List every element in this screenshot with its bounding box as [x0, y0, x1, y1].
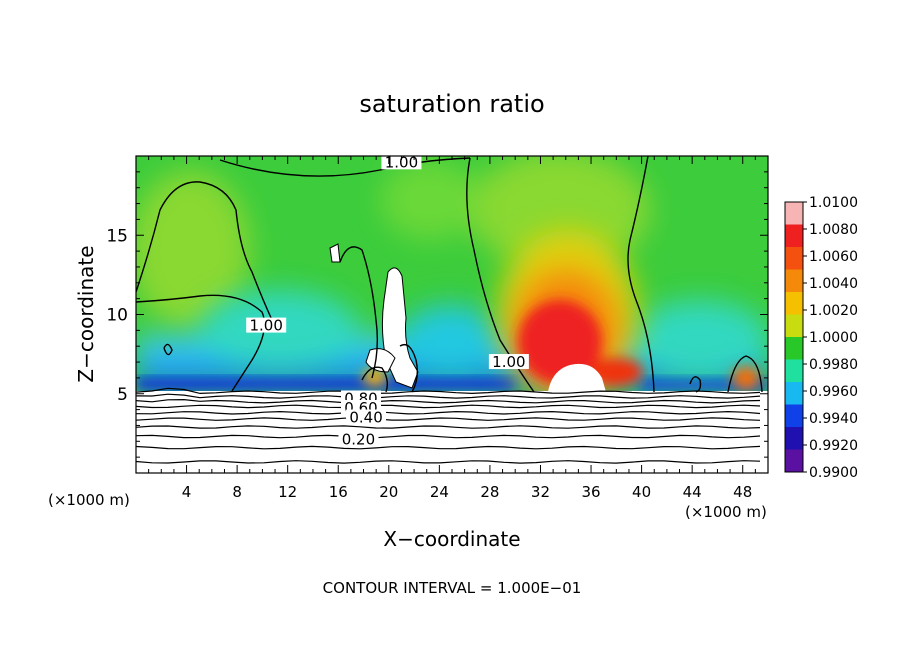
colorbar-swatch: [785, 404, 803, 428]
light-green-region-2: [470, 156, 650, 270]
subsaturated-layer: [136, 391, 768, 473]
lower-contour-line: [136, 387, 761, 395]
colorbar-label: 1.0080: [809, 222, 858, 238]
cyan-region-mid: [400, 305, 500, 375]
y-tick-label: 5: [117, 385, 128, 405]
plume-core-white: [548, 363, 606, 392]
contour-label-bg: [488, 354, 529, 370]
x-axis-label: X−coordinate: [383, 527, 520, 551]
colorbar-swatch: [785, 449, 803, 473]
y-tick-label: 15: [106, 226, 128, 246]
contour-1-cloud: [339, 246, 379, 379]
colorbar-label: 0.9920: [809, 438, 858, 454]
colorbar-swatch: [785, 269, 803, 293]
x-axis: 4 8 12 16 20 24 28 32 36 40 44 48: [148, 156, 756, 501]
lower-contour-line: [136, 434, 761, 439]
lower-contour-line: [136, 404, 761, 409]
contour-1-right-small: [689, 376, 702, 393]
cloud-streak-3: [365, 348, 396, 373]
lower-contour-line: [136, 393, 761, 399]
colorbar-label: 0.9940: [809, 411, 858, 427]
contour-label-bg: [246, 317, 287, 333]
y-axis-label: Z−coordinate: [74, 245, 98, 382]
colorbar-label: 0.9900: [809, 465, 858, 481]
x-unit-left: (×1000 m): [48, 491, 130, 509]
contour-1-left: [136, 294, 266, 392]
x-tick-label: 8: [232, 483, 242, 501]
colorbar-label: 1.0040: [809, 276, 858, 292]
contour-label: 1.00: [385, 153, 418, 171]
plume-red: [518, 300, 602, 384]
colorbar: 1.0100 1.0080 1.0060 1.0040 1.0020 1.0000 0.99…: [784, 195, 858, 481]
contour-1-left-top: [136, 181, 273, 321]
colorbar-label: 1.0000: [809, 330, 858, 346]
contour-label: 1.00: [492, 353, 525, 371]
x-tick-label: 16: [329, 483, 348, 501]
contour-1-plume-right: [627, 156, 655, 393]
colorbar-swatch: [785, 292, 803, 315]
x-tick-label: 32: [531, 483, 550, 501]
cyan-region-right: [630, 300, 768, 380]
blue-strip: [136, 378, 516, 390]
x-tick-label: 12: [278, 483, 297, 501]
x-tick-label: 44: [683, 483, 702, 501]
contour-labels: 1.001.001.000.800.600.400.20: [246, 153, 529, 449]
colorbar-swatch: [785, 337, 803, 360]
plot-area: 1.001.001.000.800.600.400.20: [136, 153, 768, 473]
y-axis: 5 10 15: [106, 171, 768, 458]
blue-strip-right: [640, 380, 768, 390]
colorbar-swatch: [785, 427, 803, 450]
light-green-region-3: [380, 160, 480, 240]
x-tick-label: 20: [379, 483, 398, 501]
contour-1-small: [163, 343, 173, 356]
x-tick-label: 28: [480, 483, 499, 501]
lower-contour-line: [136, 398, 761, 404]
left-yellow-blob: [363, 368, 387, 386]
contour-1-mid-blob: [361, 366, 389, 393]
lower-contour-line: [136, 445, 761, 450]
lower-contour-line: [136, 417, 761, 421]
colorbar-label: 1.0100: [809, 195, 858, 211]
colorbar-swatch: [785, 247, 803, 270]
colorbar-swatch: [785, 359, 803, 383]
colorbar-label: 0.9980: [809, 357, 858, 373]
contour-1-top: [219, 157, 471, 177]
cloud-streak-2: [329, 243, 341, 263]
x-tick-label: 4: [182, 483, 192, 501]
contour-label: 0.40: [349, 409, 382, 427]
x-tick-label: 48: [733, 483, 752, 501]
light-green-region-1: [136, 170, 250, 330]
contour-label: 0.20: [342, 431, 375, 449]
x-tick-label: 36: [581, 483, 600, 501]
contour-label-bg: [381, 156, 422, 170]
colorbar-label: 0.9960: [809, 384, 858, 400]
colorbar-swatch: [785, 314, 803, 338]
y-tick-label: 10: [106, 306, 128, 326]
x-tick-label: 40: [632, 483, 651, 501]
contour-1-right-blob: [727, 355, 763, 393]
contour-label-bg: [346, 409, 387, 425]
x-tick-label: 24: [430, 483, 449, 501]
colorbar-swatch: [785, 224, 803, 248]
lower-contour-line: [136, 410, 761, 415]
lower-contour-line: [136, 460, 761, 464]
colorbar-label: 1.0060: [809, 249, 858, 265]
chart-title: saturation ratio: [359, 90, 544, 118]
colorbar-swatch: [785, 202, 803, 225]
colorbar-swatch: [785, 382, 803, 405]
footer-contour-interval: CONTOUR INTERVAL = 1.000E−01: [323, 579, 582, 597]
right-orange-blob: [732, 366, 760, 390]
colorbar-label: 1.0020: [809, 303, 858, 319]
contour-label: 1.00: [249, 317, 282, 335]
contour-label-bg: [338, 431, 379, 447]
lower-contour-line: [136, 425, 761, 429]
contours-lower: [136, 387, 761, 464]
x-unit-right: (×1000 m): [685, 503, 767, 521]
contour-1-cloud-2: [399, 343, 419, 393]
